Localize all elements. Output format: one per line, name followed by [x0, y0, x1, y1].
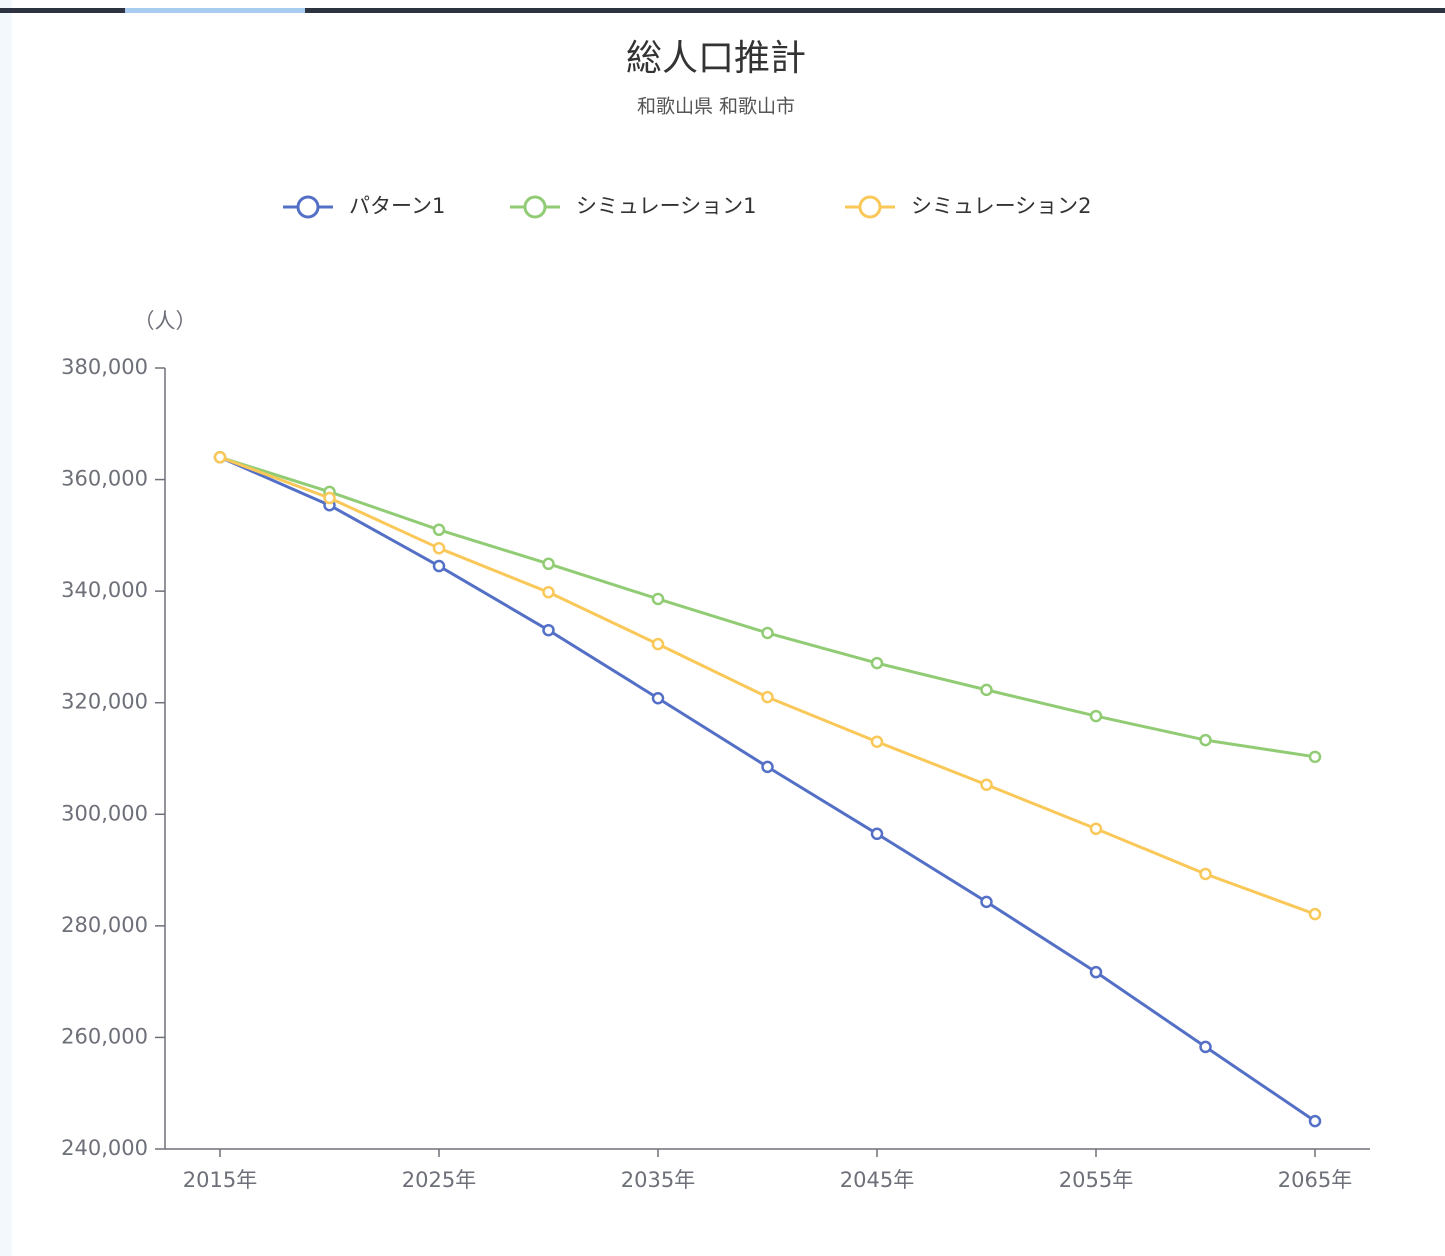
x-tick-label: 2035年	[621, 1168, 695, 1192]
data-point	[1199, 1040, 1212, 1054]
data-point	[1308, 750, 1322, 764]
chart-title: 総人口推計	[626, 38, 806, 79]
tab-bar	[0, 8, 1445, 13]
data-point	[1199, 733, 1212, 747]
legend-label: パターン1	[349, 194, 445, 218]
data-point	[542, 557, 555, 571]
y-tick-label: 280,000	[61, 913, 148, 937]
legend-label: シミュレーション1	[576, 194, 757, 218]
y-tick-label: 240,000	[61, 1136, 148, 1160]
data-point	[1308, 907, 1322, 921]
data-point	[870, 827, 884, 841]
y-tick-label: 300,000	[61, 801, 148, 825]
data-point	[1199, 867, 1212, 881]
data-point	[651, 692, 665, 705]
data-point	[1089, 822, 1103, 836]
data-point	[980, 683, 993, 697]
y-axis-label: （人）	[134, 309, 197, 333]
data-point	[651, 592, 665, 606]
chart-subtitle: 和歌山県 和歌山市	[637, 96, 795, 118]
y-tick-label: 260,000	[61, 1024, 148, 1048]
data-point	[761, 690, 774, 704]
y-tick-label: 380,000	[61, 355, 148, 379]
data-point	[870, 735, 884, 749]
data-point	[432, 541, 446, 555]
data-point	[870, 656, 884, 670]
tab-active[interactable]	[125, 8, 305, 13]
x-tick-label: 2045年	[840, 1168, 914, 1192]
data-point	[980, 778, 993, 791]
legend-marker	[858, 195, 882, 219]
legend-marker	[523, 195, 547, 219]
x-tick-label: 2055年	[1059, 1168, 1133, 1192]
data-point	[432, 523, 446, 537]
y-tick-label: 340,000	[61, 578, 148, 602]
data-point	[432, 559, 446, 573]
data-point	[542, 586, 555, 599]
data-point	[323, 491, 336, 505]
x-tick-label: 2015年	[183, 1168, 257, 1192]
x-tick-label: 2065年	[1278, 1168, 1352, 1192]
legend-label: シミュレーション2	[911, 194, 1092, 218]
x-tick-label: 2025年	[402, 1168, 476, 1192]
data-point	[542, 623, 555, 637]
y-tick-label: 360,000	[61, 467, 148, 491]
data-point	[761, 760, 774, 774]
data-point	[1308, 1114, 1322, 1128]
data-point	[980, 895, 993, 909]
y-tick-label: 320,000	[61, 690, 148, 714]
data-point	[213, 451, 227, 464]
side-edge	[0, 0, 12, 1256]
data-point	[1089, 709, 1103, 723]
legend-marker	[296, 195, 320, 219]
data-point	[761, 626, 774, 640]
data-point	[651, 637, 665, 651]
data-point	[1089, 965, 1103, 979]
